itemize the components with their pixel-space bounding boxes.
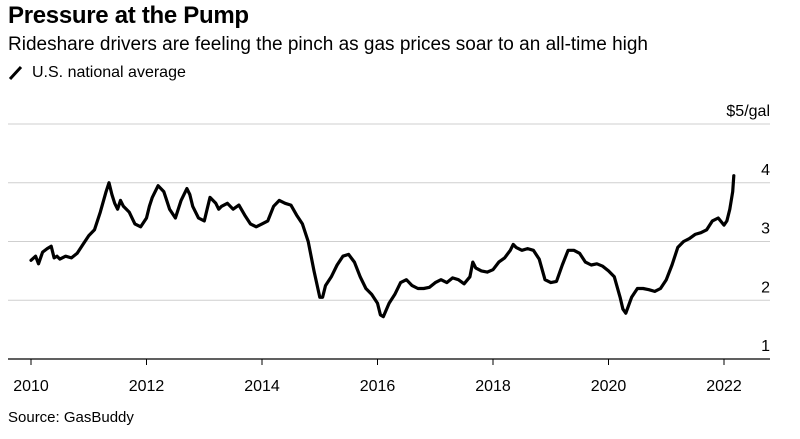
y-tick-label: 4 <box>761 162 770 179</box>
y-tick-label: 1 <box>761 338 770 355</box>
y-tick-label: 2 <box>761 279 770 296</box>
legend: U.S. national average <box>8 64 186 82</box>
x-tick-label: 2012 <box>129 378 165 395</box>
y-tick-label: 3 <box>761 221 770 238</box>
x-tick-label: 2010 <box>13 378 49 395</box>
legend-label: U.S. national average <box>32 64 186 81</box>
x-tick-label: 2022 <box>706 378 742 395</box>
legend-line-icon <box>8 65 23 81</box>
y-tick-label: $5/gal <box>726 103 770 120</box>
x-tick-label: 2016 <box>360 378 396 395</box>
series-line-national-average <box>29 174 736 319</box>
x-tick-label: 2014 <box>244 378 280 395</box>
chart-subtitle: Rideshare drivers are feeling the pinch … <box>8 34 648 55</box>
x-tick-label: 2018 <box>475 378 511 395</box>
chart-title: Pressure at the Pump <box>8 2 249 29</box>
source-note: Source: GasBuddy <box>8 409 134 426</box>
x-tick-label: 2020 <box>591 378 627 395</box>
